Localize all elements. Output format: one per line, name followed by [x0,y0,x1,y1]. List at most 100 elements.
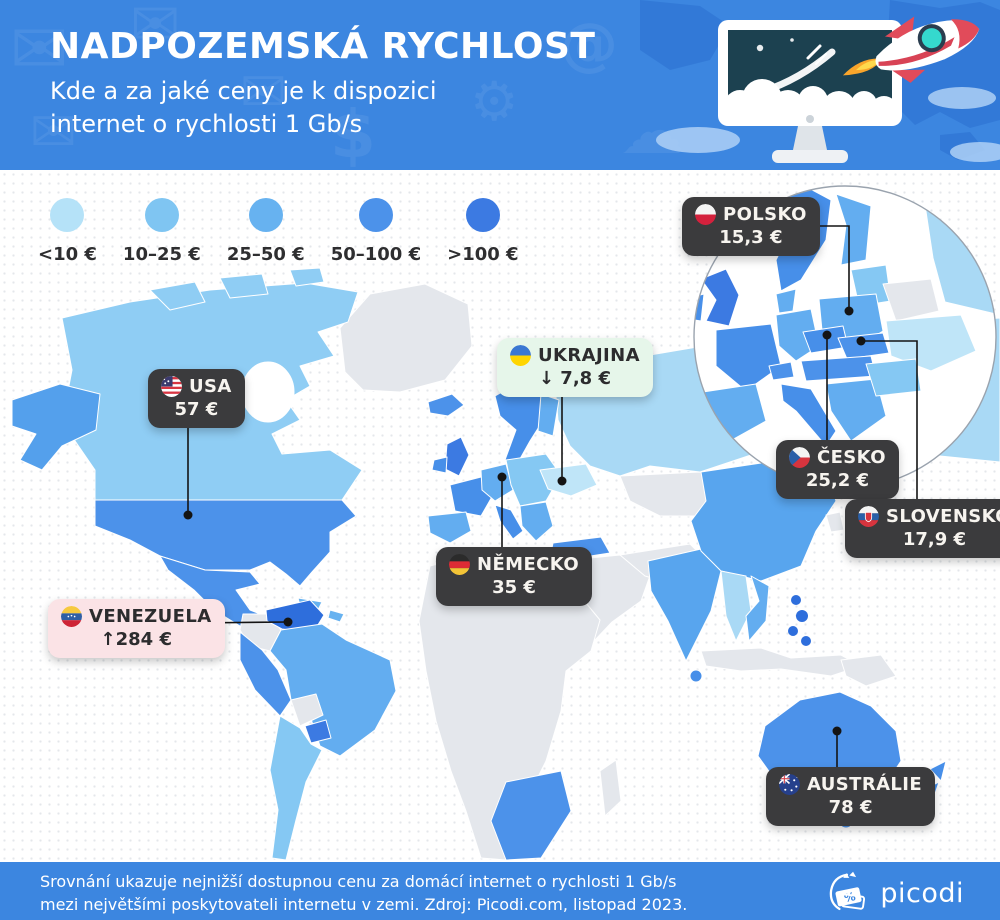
australia-flag-icon [779,774,800,795]
at-icon: @ [560,10,618,78]
header: ✉ ✉ $ @ ☁ ⚙ ✉ ✉ NADPOZEMSKÁ RYCHLOST Kde… [0,0,1000,170]
country-sri-lanka [689,669,703,683]
region-new-guinea [840,654,897,687]
zoom-austria-hungary [800,355,877,382]
country-bolivia [290,693,324,727]
envelope2-icon: ✉ [30,100,77,165]
country-usa [94,499,357,587]
country-price: 35 € [492,577,536,598]
map-area: <10 € 10–25 € 25–50 € 50–100 € >100 € [0,170,1000,862]
world-map [11,185,1000,861]
country-price: 78 € [828,797,873,818]
legend-label: 25–50 € [226,244,305,265]
legend-swatch [248,198,283,232]
country-india [647,548,722,662]
country-label-polsko: POLSKO 15,3 € [682,197,820,256]
country-finland [537,393,560,437]
country-greenland [339,283,473,393]
country-name: UKRAJINA [538,345,640,366]
screen-art [724,38,898,125]
zoom-denmark [775,288,797,314]
hudson-bay [241,361,295,423]
country-price: 15,3 € [719,227,783,248]
zoom-belarus [882,278,940,322]
page-title: NADPOZEMSKÁ RYCHLOST [50,26,596,67]
country-argentina [269,715,323,861]
legend-swatch [144,198,179,232]
legend-swatch [358,198,393,232]
clouds [656,87,1000,162]
country-peru [239,631,292,717]
zoom-finland [835,193,872,266]
zoom-ukraine [885,314,977,372]
country-germany-main [480,463,514,502]
mail-icon: ✉ [240,60,287,125]
gear-icon: ⚙ [470,70,519,133]
subtitle-line2: internet o rychlosti 1 Gb/s [50,110,363,138]
footer-note: Srovnání ukazuje nejnižší dostupnou cenu… [40,870,687,916]
country-name: AUSTRÁLIE [807,774,923,795]
region-indonesia [700,647,862,677]
country-price: ↑284 € [100,629,172,650]
country-name: SLOVENSKO [886,506,1000,527]
country-name: USA [189,376,232,397]
connector-dots [183,306,866,736]
country-south-africa [490,770,572,861]
country-label-usa: USA 57 € [148,369,245,428]
country-name: ČESKO [817,447,886,468]
germany-flag-icon [449,554,470,575]
slovakia-flag-icon [858,506,879,527]
legend-item: <10 € [38,198,97,265]
country-iberia [427,511,472,544]
brand-name: picodi [880,877,964,909]
legend-item: 10–25 € [123,198,201,265]
zoom-ireland [694,293,705,322]
legend-item: 25–50 € [227,198,305,265]
country-label-venezuela: VENEZUELA ↑284 € [48,599,225,658]
footer-line2: mezi největšími poskytovateli internetu … [40,895,688,914]
subtitle-line1: Kde a za jaké ceny je k dispozici [50,77,437,105]
zoom-slovakia [837,332,890,360]
legend-swatch [465,198,500,232]
country-madagascar [599,759,622,817]
country-label-ukrajina: UKRAJINA ↓ 7,8 € [497,338,653,397]
legend-label: >100 € [447,244,519,265]
country-label-cesko: ČESKO 25,2 € [776,440,899,499]
message-icon: ✉ [130,0,181,60]
poland-flag-icon [695,204,716,225]
legend-item: 50–100 € [331,198,421,265]
country-name: POLSKO [723,204,807,225]
venezuela-flag-icon [61,606,82,627]
ukraine-flag-icon [510,345,531,366]
connectors [187,225,918,767]
legend-item: >100 € [447,198,519,265]
country-iceland [427,393,465,417]
country-vietnam [745,575,770,642]
zoom-uk [700,268,740,327]
zoom-switzerland [768,361,795,381]
country-alaska [11,383,101,471]
country-philippines [788,595,811,646]
envelope-icon: ✉ [10,8,69,90]
monitor [718,20,902,163]
country-label-slovensko: SLOVENSKO 17,9 € [845,499,1000,558]
country-price: 25,2 € [805,470,870,491]
legend-swatch [50,198,85,232]
country-korea [825,511,845,533]
zoom-germany [775,308,820,362]
zoom-france [715,323,782,392]
country-italy-main [494,504,524,540]
country-price: 57 € [174,399,219,420]
europe-zoom-circle [693,185,997,489]
country-label-nemecko: NĚMECKO 35 € [436,547,593,606]
dollar-icon: $ [330,96,376,170]
country-price: 17,9 € [902,529,967,550]
price-legend: <10 € 10–25 € 25–50 € 50–100 € >100 € [38,198,519,265]
country-name: NĚMECKO [477,554,580,575]
footer: Srovnání ukazuje nejnižší dostupnou cenu… [0,862,1000,920]
country-east-europe [505,453,562,507]
svg-text:%: % [843,889,858,905]
legend-label: 10–25 € [122,244,201,265]
usa-flag-icon [161,376,182,397]
